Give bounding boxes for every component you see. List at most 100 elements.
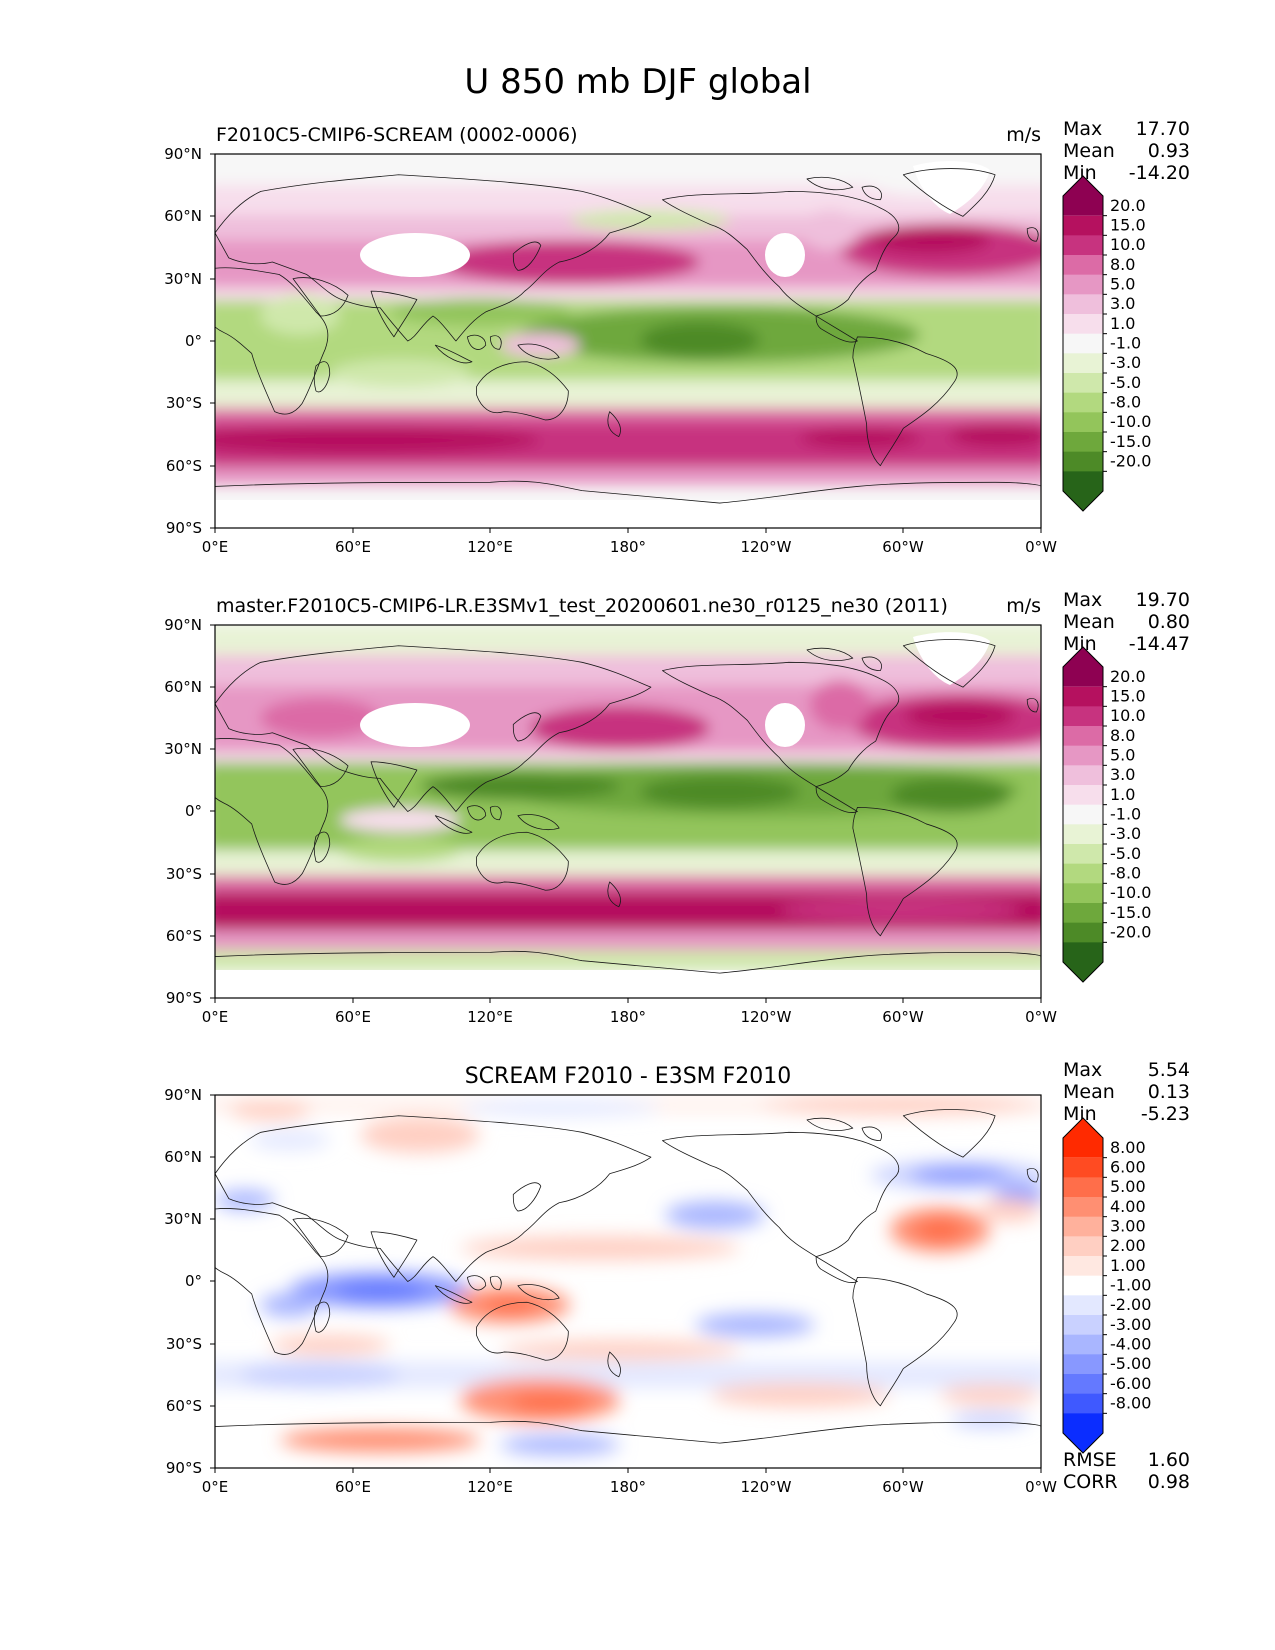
colorbar-bin	[1063, 314, 1103, 335]
colorbar-tick-label: 20.0	[1110, 196, 1146, 215]
colorbar-tick-label: 3.0	[1110, 294, 1135, 313]
colorbar-bin	[1063, 785, 1103, 806]
colorbar-tick-label: 3.00	[1110, 1217, 1146, 1236]
stat-label: Mean	[1063, 1081, 1115, 1103]
colorbar-bin	[1063, 726, 1103, 747]
colorbar-bin	[1063, 863, 1103, 884]
colorbar-bin	[1063, 215, 1103, 236]
colorbar-bin	[1063, 373, 1103, 394]
stat-label: Mean	[1063, 140, 1115, 162]
colorbar-tick-label: 1.0	[1110, 785, 1135, 804]
colorbar-tick-label: 1.0	[1110, 314, 1135, 333]
x-tick-label: 120°E	[467, 538, 513, 556]
y-tick-label: 30°N	[164, 270, 202, 288]
stat-value: -14.47	[1129, 633, 1190, 655]
stat-value: 19.70	[1136, 589, 1190, 611]
corr-label: CORR	[1063, 1471, 1118, 1493]
stat-label: Min	[1063, 162, 1097, 184]
y-tick-label: 30°S	[166, 1335, 202, 1353]
stat-label: Max	[1063, 589, 1102, 611]
colorbar-bin	[1063, 686, 1103, 707]
colorbar-bin	[1063, 235, 1103, 256]
colorbar-tick-label: 2.00	[1110, 1236, 1146, 1255]
colorbar-bin	[1063, 1354, 1103, 1375]
colorbar-tick-label: -2.00	[1110, 1295, 1151, 1314]
x-tick-label: 120°W	[741, 538, 792, 556]
colorbar-outline	[1062, 1117, 1104, 1454]
y-tick-label: 90°S	[166, 989, 202, 1007]
panel-difference: SCREAM F2010 - E3SM F2010	[164, 1059, 1190, 1496]
stat-label: Mean	[1063, 611, 1115, 633]
colorbar-tick-label: -5.00	[1110, 1354, 1151, 1373]
y-tick-label: 30°S	[166, 394, 202, 412]
colorbar-bin	[1063, 1295, 1103, 1316]
panel-title-left: master.F2010C5-CMIP6-LR.E3SMv1_test_2020…	[216, 595, 948, 617]
x-tick-label: 0°W	[1025, 538, 1057, 556]
colorbar-tick-label: 4.00	[1110, 1197, 1146, 1216]
y-tick-label: 60°S	[166, 927, 202, 945]
colorbar-bin	[1063, 274, 1103, 295]
y-tick-label: 0°	[185, 802, 202, 820]
colorbar-outline	[1062, 175, 1104, 512]
y-tick-label: 60°N	[164, 207, 202, 225]
panel-title-left: F2010C5-CMIP6-SCREAM (0002-0006)	[216, 124, 578, 146]
panel-units: m/s	[1006, 124, 1041, 146]
colorbar-bin	[1063, 333, 1103, 354]
colorbar: 20.015.010.08.05.03.01.0-1.0-3.0-5.0-8.0…	[1062, 175, 1151, 512]
stat-label: Min	[1063, 633, 1097, 655]
y-tick-label: 30°N	[164, 1210, 202, 1228]
x-tick-label: 0°W	[1025, 1478, 1057, 1496]
colorbar: 8.006.005.004.003.002.001.00-1.00-2.00-3…	[1062, 1117, 1151, 1454]
x-tick-label: 0°E	[202, 538, 229, 556]
colorbar-bin	[1063, 1374, 1103, 1395]
y-tick-label: 60°S	[166, 1397, 202, 1415]
x-axis-ticks: 0°E 60°E 120°E 180° 120°W 60°W 0°W	[202, 998, 1057, 1026]
corr-value: 0.98	[1148, 1471, 1190, 1493]
x-axis-ticks: 0°E 60°E 120°E 180° 120°W 60°W 0°W	[202, 1468, 1057, 1496]
colorbar-tick-label: 15.0	[1110, 687, 1146, 706]
map-field	[215, 1095, 1041, 1468]
x-tick-label: 120°W	[741, 1008, 792, 1026]
y-tick-label: 90°N	[164, 616, 202, 634]
x-tick-label: 60°E	[335, 1478, 371, 1496]
x-tick-label: 60°W	[882, 1478, 924, 1496]
x-tick-label: 0°W	[1025, 1008, 1057, 1026]
stat-label: Max	[1063, 1059, 1102, 1081]
colorbar-tick-label: 8.00	[1110, 1138, 1146, 1157]
x-tick-label: 60°E	[335, 538, 371, 556]
stat-label: Max	[1063, 118, 1102, 140]
colorbar-outline	[1062, 646, 1104, 983]
colorbar-bin	[1063, 883, 1103, 904]
colorbar-tick-label: -5.0	[1110, 844, 1141, 863]
stats-box: Max 19.70 Mean 0.80 Min -14.47	[1063, 589, 1190, 655]
colorbar-bin	[1063, 1118, 1103, 1158]
colorbar-bin	[1063, 706, 1103, 727]
colorbar-tick-label: -5.0	[1110, 373, 1141, 392]
x-tick-label: 120°W	[741, 1478, 792, 1496]
colorbar-tick-label: -20.0	[1110, 452, 1151, 471]
stat-value: -14.20	[1129, 162, 1190, 184]
colorbar-bin	[1063, 1413, 1103, 1453]
colorbar-tick-label: 10.0	[1110, 706, 1146, 725]
y-tick-label: 90°S	[166, 519, 202, 537]
stats-box: Max 17.70 Mean 0.93 Min -14.20	[1063, 118, 1190, 184]
stat-label: Min	[1063, 1103, 1097, 1125]
colorbar-tick-label: -8.0	[1110, 864, 1141, 883]
y-tick-label: 30°S	[166, 865, 202, 883]
colorbar-tick-label: 1.00	[1110, 1256, 1146, 1275]
colorbar-tick-label: 6.00	[1110, 1158, 1146, 1177]
x-tick-label: 120°E	[467, 1478, 513, 1496]
colorbar-tick-label: -3.00	[1110, 1315, 1151, 1334]
colorbar-tick-label: -6.00	[1110, 1374, 1151, 1393]
x-tick-label: 60°W	[882, 1008, 924, 1026]
y-axis-ticks: 90°N 60°N 30°N 0° 30°S 60°S 90°S	[164, 145, 215, 537]
stat-value: -5.23	[1141, 1103, 1190, 1125]
colorbar-bin	[1063, 451, 1103, 472]
colorbar-bin	[1063, 1157, 1103, 1178]
colorbar-tick-label: 20.0	[1110, 667, 1146, 686]
y-tick-label: 90°N	[164, 1086, 202, 1104]
colorbar-tick-label: -15.0	[1110, 432, 1151, 451]
colorbar-tick-label: -10.0	[1110, 412, 1151, 431]
colorbar-tick-label: 5.0	[1110, 746, 1135, 765]
y-tick-label: 60°S	[166, 457, 202, 475]
